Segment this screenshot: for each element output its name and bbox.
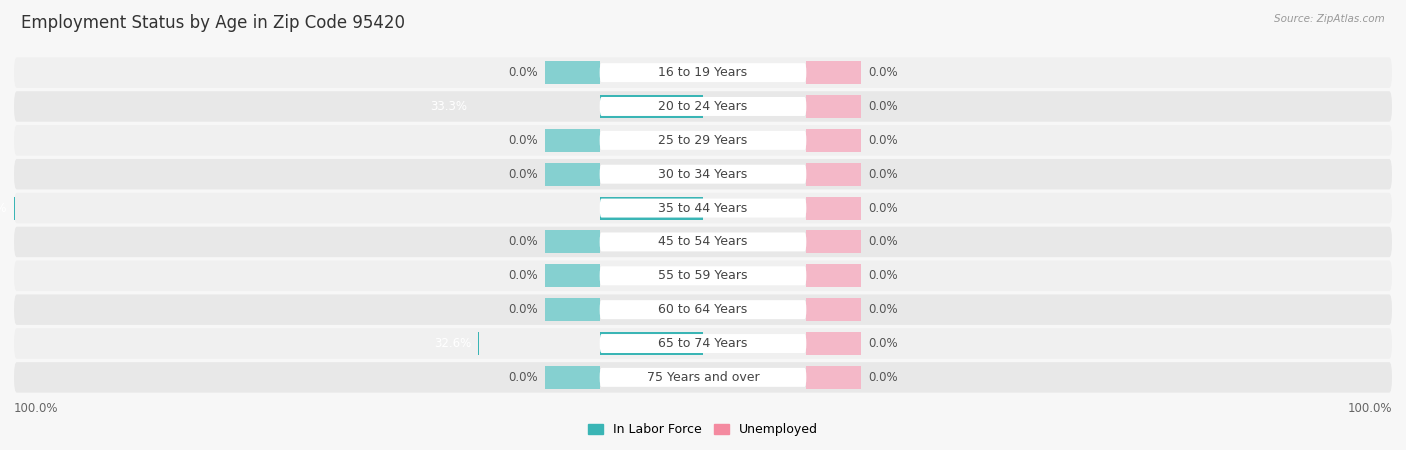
Text: 0.0%: 0.0%	[869, 235, 898, 248]
FancyBboxPatch shape	[14, 193, 1392, 223]
Text: 0.0%: 0.0%	[508, 269, 537, 282]
FancyBboxPatch shape	[599, 165, 807, 184]
Text: 60 to 64 Years: 60 to 64 Years	[658, 303, 748, 316]
Text: 45 to 54 Years: 45 to 54 Years	[658, 235, 748, 248]
Bar	[807, 366, 862, 389]
Text: 75 Years and over: 75 Years and over	[647, 371, 759, 384]
Text: 0.0%: 0.0%	[508, 371, 537, 384]
FancyBboxPatch shape	[599, 233, 807, 252]
FancyBboxPatch shape	[14, 58, 1392, 88]
Text: 100.0%: 100.0%	[1347, 401, 1392, 414]
Bar	[599, 197, 703, 220]
Bar	[544, 264, 599, 287]
Text: 55 to 59 Years: 55 to 59 Years	[658, 269, 748, 282]
Text: 33.3%: 33.3%	[430, 100, 467, 113]
Bar	[807, 129, 862, 152]
Text: 0.0%: 0.0%	[869, 371, 898, 384]
Text: 0.0%: 0.0%	[869, 168, 898, 181]
Text: 0.0%: 0.0%	[869, 269, 898, 282]
Text: 0.0%: 0.0%	[508, 168, 537, 181]
FancyBboxPatch shape	[14, 227, 1392, 257]
FancyBboxPatch shape	[599, 131, 807, 150]
Text: 0.0%: 0.0%	[869, 66, 898, 79]
Text: 25 to 29 Years: 25 to 29 Years	[658, 134, 748, 147]
Bar	[544, 163, 599, 186]
Bar	[599, 332, 703, 355]
Text: 0.0%: 0.0%	[869, 337, 898, 350]
Bar	[807, 264, 862, 287]
Text: 100.0%: 100.0%	[0, 202, 7, 215]
Text: 32.6%: 32.6%	[434, 337, 471, 350]
Bar	[544, 61, 599, 84]
FancyBboxPatch shape	[14, 362, 1392, 392]
Bar	[544, 366, 599, 389]
Text: 65 to 74 Years: 65 to 74 Years	[658, 337, 748, 350]
Text: 0.0%: 0.0%	[869, 202, 898, 215]
Bar	[544, 230, 599, 253]
Text: 0.0%: 0.0%	[508, 66, 537, 79]
Bar	[807, 332, 862, 355]
Bar	[807, 197, 862, 220]
Text: 35 to 44 Years: 35 to 44 Years	[658, 202, 748, 215]
Bar	[544, 298, 599, 321]
Text: 0.0%: 0.0%	[508, 235, 537, 248]
FancyBboxPatch shape	[599, 368, 807, 387]
Bar	[599, 95, 703, 118]
FancyBboxPatch shape	[599, 334, 807, 353]
Bar	[807, 298, 862, 321]
Bar	[807, 61, 862, 84]
Bar	[807, 230, 862, 253]
Legend: In Labor Force, Unemployed: In Labor Force, Unemployed	[583, 418, 823, 441]
Text: 0.0%: 0.0%	[869, 303, 898, 316]
FancyBboxPatch shape	[599, 266, 807, 285]
FancyBboxPatch shape	[14, 125, 1392, 156]
FancyBboxPatch shape	[14, 328, 1392, 359]
FancyBboxPatch shape	[599, 300, 807, 319]
Text: 0.0%: 0.0%	[869, 134, 898, 147]
Text: 20 to 24 Years: 20 to 24 Years	[658, 100, 748, 113]
Text: 30 to 34 Years: 30 to 34 Years	[658, 168, 748, 181]
Bar	[807, 163, 862, 186]
Text: 0.0%: 0.0%	[869, 100, 898, 113]
FancyBboxPatch shape	[599, 198, 807, 217]
FancyBboxPatch shape	[599, 63, 807, 82]
Text: Source: ZipAtlas.com: Source: ZipAtlas.com	[1274, 14, 1385, 23]
Text: 16 to 19 Years: 16 to 19 Years	[658, 66, 748, 79]
FancyBboxPatch shape	[14, 294, 1392, 325]
Text: 0.0%: 0.0%	[508, 134, 537, 147]
FancyBboxPatch shape	[14, 159, 1392, 189]
FancyBboxPatch shape	[14, 261, 1392, 291]
Bar	[544, 129, 599, 152]
Text: 0.0%: 0.0%	[508, 303, 537, 316]
Text: 100.0%: 100.0%	[14, 401, 59, 414]
FancyBboxPatch shape	[14, 91, 1392, 122]
Bar	[807, 95, 862, 118]
FancyBboxPatch shape	[599, 97, 807, 116]
Text: Employment Status by Age in Zip Code 95420: Employment Status by Age in Zip Code 954…	[21, 14, 405, 32]
